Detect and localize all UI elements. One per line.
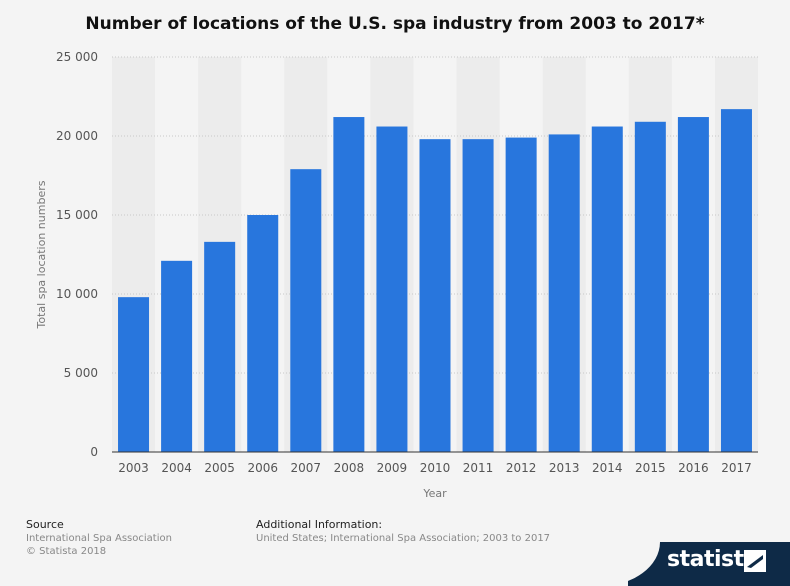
x-tick-label: 2013 (549, 461, 580, 475)
bar-2015[interactable] (634, 121, 666, 452)
bar-2011[interactable] (462, 139, 494, 452)
x-tick-label: 2006 (247, 461, 278, 475)
x-tick-label: 2010 (420, 461, 451, 475)
x-tick-label: 2008 (334, 461, 365, 475)
y-axis-title: Total spa location numbers (35, 180, 48, 329)
y-axis-ticks: 0 5 000 10 000 15 000 20 000 25 000 (56, 50, 98, 459)
x-tick-label: 2007 (291, 461, 322, 475)
y-tick-label: 0 (90, 445, 98, 459)
x-tick-label: 2011 (463, 461, 494, 475)
bar-2017[interactable] (720, 109, 752, 452)
additional-info-block: Additional Information: United States; I… (256, 518, 550, 545)
x-axis-title: Year (422, 487, 447, 500)
bar-2007[interactable] (290, 169, 322, 452)
x-tick-label: 2005 (204, 461, 235, 475)
bar-2010[interactable] (419, 139, 451, 452)
statista-logo-icon (744, 550, 766, 572)
x-tick-label: 2012 (506, 461, 537, 475)
bars (118, 109, 752, 453)
y-tick-label: 20 000 (56, 129, 98, 143)
x-tick-label: 2014 (592, 461, 623, 475)
y-tick-label: 10 000 (56, 287, 98, 301)
y-tick-label: 25 000 (56, 50, 98, 64)
chart-title: Number of locations of the U.S. spa indu… (85, 14, 705, 34)
bar-2006[interactable] (247, 215, 279, 452)
x-tick-label: 2017 (721, 461, 752, 475)
x-tick-label: 2016 (678, 461, 709, 475)
bar-2008[interactable] (333, 117, 365, 452)
x-tick-label: 2015 (635, 461, 666, 475)
additional-info-heading: Additional Information: (256, 518, 383, 531)
bar-2012[interactable] (505, 137, 537, 452)
x-axis-ticks: 2003 2004 2005 2006 2007 2008 2009 2010 2011 2012… (118, 461, 751, 475)
copyright-line: © Statista 2018 (26, 546, 107, 557)
source-heading: Source (26, 518, 64, 531)
bar-2009[interactable] (376, 126, 408, 453)
x-tick-label: 2004 (161, 461, 192, 475)
source-line[interactable]: International Spa Association (26, 533, 172, 544)
additional-info-text: United States; International Spa Associa… (256, 533, 551, 544)
x-tick-label: 2003 (118, 461, 149, 475)
bar-2005[interactable] (204, 241, 236, 452)
bar-2014[interactable] (591, 126, 623, 453)
bar-2016[interactable] (677, 117, 709, 452)
source-block: Source International Spa Association © S… (26, 518, 172, 558)
x-tick-label: 2009 (377, 461, 408, 475)
statista-logo[interactable]: statista (667, 547, 758, 572)
bar-2003[interactable] (118, 297, 150, 452)
y-tick-label: 5 000 (64, 366, 98, 380)
bar-2013[interactable] (548, 134, 580, 453)
y-tick-label: 15 000 (56, 208, 98, 222)
bar-2004[interactable] (161, 260, 193, 452)
